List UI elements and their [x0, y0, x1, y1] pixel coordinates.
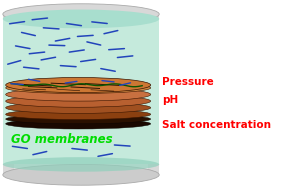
Ellipse shape [6, 114, 151, 124]
Ellipse shape [6, 102, 151, 113]
Ellipse shape [3, 164, 159, 185]
Text: Salt concentration: Salt concentration [162, 120, 271, 130]
Bar [148, 14, 159, 175]
Ellipse shape [6, 77, 151, 93]
Ellipse shape [6, 82, 151, 94]
Bar [3, 14, 14, 175]
Ellipse shape [3, 4, 159, 25]
Ellipse shape [6, 119, 151, 129]
Ellipse shape [6, 88, 151, 101]
Text: GO membranes: GO membranes [12, 133, 113, 146]
Ellipse shape [3, 157, 159, 172]
Ellipse shape [6, 109, 151, 120]
Text: Pressure: Pressure [162, 77, 214, 87]
Text: pH: pH [162, 95, 178, 105]
Bar [3, 14, 159, 175]
Ellipse shape [6, 95, 151, 107]
Ellipse shape [3, 9, 159, 28]
Bar [3, 19, 159, 164]
